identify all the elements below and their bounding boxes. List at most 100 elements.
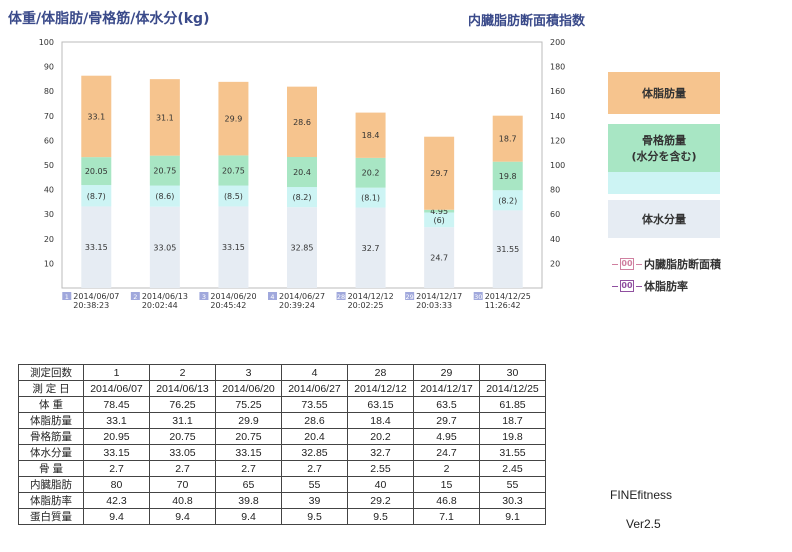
- table-cell: 31.1: [149, 412, 216, 429]
- table-cell: 18.4: [347, 412, 414, 429]
- table-row-label: 測 定 日: [18, 380, 84, 397]
- bar-segment: [149, 206, 180, 288]
- category-time: 20:02:44: [142, 301, 178, 310]
- category-number: 3: [202, 293, 206, 301]
- table-row-label: 体水分量: [18, 444, 84, 461]
- bar-data-label: (8.2): [498, 196, 517, 205]
- bar-segment: [287, 207, 317, 288]
- table-cell: 76.25: [149, 396, 216, 413]
- table-cell: 40: [347, 476, 414, 493]
- bar-segment: [355, 157, 386, 188]
- bar-segment: [287, 187, 317, 208]
- table-cell: 2014/06/07: [83, 380, 150, 397]
- table-cell: 2.7: [83, 460, 150, 477]
- bar-data-label: (8.1): [361, 194, 380, 203]
- table-cell: 15: [413, 476, 480, 493]
- bar-data-label: 33.15: [85, 243, 108, 252]
- bar-segment: [424, 136, 455, 210]
- table-cell: 32.7: [347, 444, 414, 461]
- bar-data-label: 24.7: [430, 254, 448, 263]
- table-column-header: 1: [83, 364, 150, 381]
- bar-data-label: 20.75: [222, 166, 245, 175]
- category-number-badge: [473, 292, 483, 300]
- y-left-tick: 80: [44, 87, 54, 96]
- table-cell: 65: [215, 476, 282, 493]
- table-cell: 2: [413, 460, 480, 477]
- bar-data-label: (8.6): [155, 192, 174, 201]
- category-time: 11:26:42: [485, 301, 521, 310]
- legend-visceral: 00 内臓脂肪断面積: [612, 256, 721, 272]
- legend-muscle-sublabel: (水分を含む): [631, 150, 697, 163]
- table-cell: 31.55: [479, 444, 546, 461]
- table-row-label: 内臓脂肪: [18, 476, 84, 493]
- bar-segment: [492, 190, 523, 211]
- table-cell: 55: [479, 476, 546, 493]
- legend-muscle: 骨格筋量 (水分を含む): [608, 124, 720, 172]
- y-right-tick: 80: [550, 186, 560, 195]
- bar-data-label: 32.85: [291, 244, 314, 253]
- legend-water-part: [608, 172, 720, 194]
- table-cell: 33.15: [83, 444, 150, 461]
- table-row: 測 定 日 2014/06/07 2014/06/13 2014/06/20 2014/…: [18, 380, 546, 397]
- y-left-tick: 90: [44, 63, 54, 72]
- table-row: 骨格筋量 20.95 20.75 20.75 20.4 20.2 4.95 19.8: [18, 428, 546, 445]
- bar-data-label: 20.05: [85, 167, 108, 176]
- table-row: 内臓脂肪 80 70 65 55 40 15 55: [18, 476, 546, 493]
- y-left-tick: 100: [39, 38, 54, 47]
- table-cell: 39: [281, 492, 348, 509]
- category-date: 2014/12/12: [348, 292, 394, 301]
- table-cell: 20.75: [215, 428, 282, 445]
- table-cell: 33.15: [215, 444, 282, 461]
- category-number-badge: [336, 292, 346, 300]
- bar-segment: [81, 157, 112, 186]
- table-cell: 2.7: [215, 460, 282, 477]
- category-number: 1: [65, 293, 69, 301]
- y-left-tick: 70: [44, 112, 54, 121]
- category-number: 30: [474, 293, 482, 301]
- legend-water-label: 体水分量: [642, 213, 686, 226]
- bar-data-label: (8.2): [293, 193, 312, 202]
- bar-data-label: 31.1: [156, 113, 174, 122]
- table-cell: 2.7: [149, 460, 216, 477]
- table-column-header: 28: [347, 364, 414, 381]
- table-cell: 63.15: [347, 396, 414, 413]
- table-cell: 2014/06/27: [281, 380, 348, 397]
- table-column-header: 30: [479, 364, 546, 381]
- table-cell: 46.8: [413, 492, 480, 509]
- bar-segment: [355, 207, 386, 288]
- category-time: 20:02:25: [348, 301, 384, 310]
- table-column-header: 4: [281, 364, 348, 381]
- bar-segment: [81, 185, 112, 207]
- brand-name: FINEfitness: [610, 488, 673, 502]
- table-cell: 29.9: [215, 412, 282, 429]
- table-row-label: 骨格筋量: [18, 428, 84, 445]
- table-cell: 61.85: [479, 396, 546, 413]
- category-time: 20:39:24: [279, 301, 315, 310]
- table-header-row: 測定回数 1 2 3 4 28 29 30: [18, 364, 546, 381]
- bar-segment: [355, 187, 386, 208]
- table-cell: 7.1: [413, 508, 480, 525]
- bar-data-label: 4.95: [430, 207, 448, 216]
- table-row: 蛋白質量 9.4 9.4 9.4 9.5 9.5 7.1 9.1: [18, 508, 546, 525]
- category-date: 2014/06/27: [279, 292, 325, 301]
- table-row-label: 測定回数: [18, 364, 84, 381]
- table-row-label: 体脂肪量: [18, 412, 84, 429]
- table-cell: 32.85: [281, 444, 348, 461]
- category-time: 20:38:23: [73, 301, 109, 310]
- table-row-label: 体 重: [18, 396, 84, 413]
- category-number: 2: [133, 293, 137, 301]
- bar-data-label: 29.7: [430, 169, 448, 178]
- category-number-badge: [268, 292, 277, 300]
- table-row: 体水分量 33.15 33.05 33.15 32.85 32.7 24.7 31.55: [18, 444, 546, 461]
- legend-visceral-label: 内臓脂肪断面積: [644, 258, 721, 271]
- table-row-label: 蛋白質量: [18, 508, 84, 525]
- table-cell: 28.6: [281, 412, 348, 429]
- bar-segment: [492, 161, 523, 191]
- category-number: 29: [406, 293, 414, 301]
- table-cell: 19.8: [479, 428, 546, 445]
- table-cell: 9.4: [83, 508, 150, 525]
- table-cell: 2014/12/12: [347, 380, 414, 397]
- table-cell: 42.3: [83, 492, 150, 509]
- category-number-badge: [130, 292, 140, 300]
- bar-segment: [218, 185, 249, 207]
